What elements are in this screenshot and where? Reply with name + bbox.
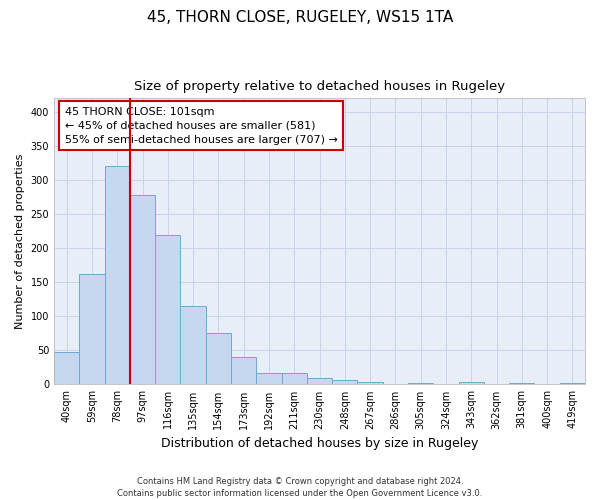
Bar bbox=[307, 378, 332, 384]
Text: 45, THORN CLOSE, RUGELEY, WS15 1TA: 45, THORN CLOSE, RUGELEY, WS15 1TA bbox=[147, 10, 453, 25]
Bar bbox=[560, 383, 585, 384]
Bar bbox=[130, 195, 155, 384]
Bar bbox=[181, 306, 206, 384]
Text: Contains HM Land Registry data © Crown copyright and database right 2024.
Contai: Contains HM Land Registry data © Crown c… bbox=[118, 476, 482, 498]
Y-axis label: Number of detached properties: Number of detached properties bbox=[15, 154, 25, 329]
Bar bbox=[408, 383, 433, 384]
Bar bbox=[54, 352, 79, 384]
Bar bbox=[206, 334, 231, 384]
Bar bbox=[358, 382, 383, 384]
Bar bbox=[332, 380, 358, 384]
Text: 45 THORN CLOSE: 101sqm
← 45% of detached houses are smaller (581)
55% of semi-de: 45 THORN CLOSE: 101sqm ← 45% of detached… bbox=[65, 107, 338, 145]
Bar bbox=[79, 274, 104, 384]
Bar bbox=[155, 234, 181, 384]
Bar bbox=[256, 373, 281, 384]
Bar bbox=[458, 382, 484, 384]
Bar bbox=[509, 383, 535, 384]
Bar bbox=[281, 373, 307, 384]
Bar bbox=[104, 166, 130, 384]
Title: Size of property relative to detached houses in Rugeley: Size of property relative to detached ho… bbox=[134, 80, 505, 93]
Bar bbox=[231, 357, 256, 384]
X-axis label: Distribution of detached houses by size in Rugeley: Distribution of detached houses by size … bbox=[161, 437, 478, 450]
